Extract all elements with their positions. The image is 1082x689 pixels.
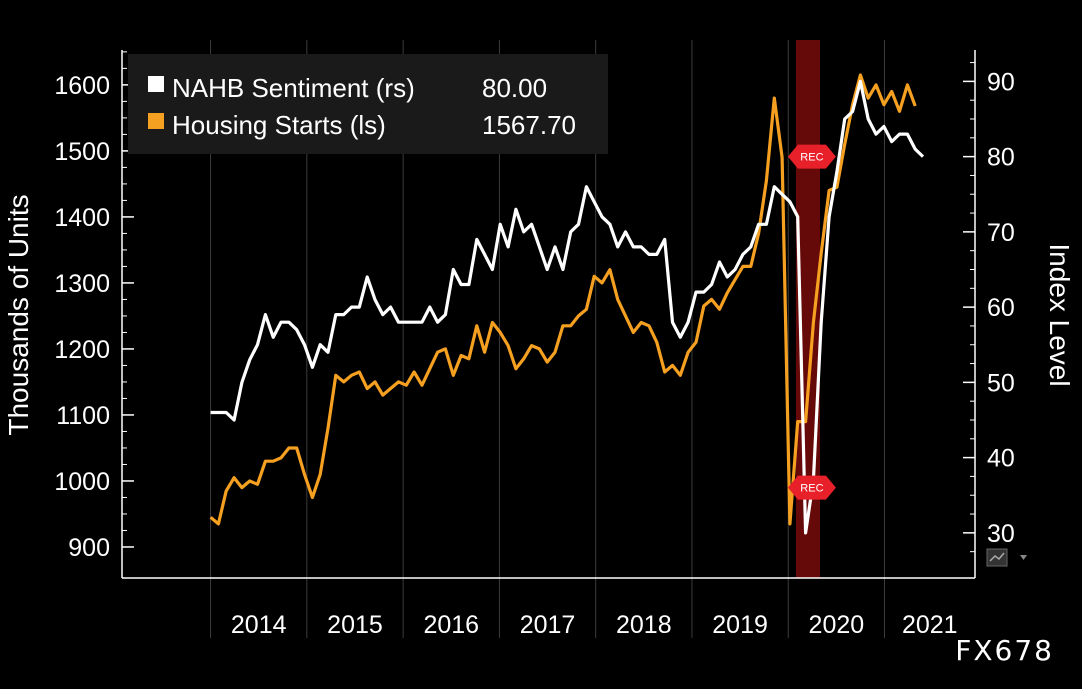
legend-box xyxy=(128,54,608,154)
right-tick-label: 30 xyxy=(987,520,1015,548)
rec-marker-0 xyxy=(787,144,836,169)
x-tick-label: 2018 xyxy=(616,611,672,639)
legend-value-starts: 1567.70 xyxy=(482,110,576,140)
housing-starts-line xyxy=(209,73,917,526)
axes: 900 1000 1100 1200 1300 1400 1500 1600 30 40 50 60 7… xyxy=(54,50,1015,639)
rec-marker-1 xyxy=(787,475,836,500)
x-tick-label: 2014 xyxy=(231,611,287,639)
x-tick-label: 2015 xyxy=(327,611,383,639)
right-tick-label: 50 xyxy=(987,369,1015,397)
right-tick-label: 40 xyxy=(987,445,1015,473)
legend: NAHB Sentiment (rs) 80.00 Housing Starts… xyxy=(128,54,608,154)
x-tick-label: 2020 xyxy=(809,611,865,639)
chart-type-icon[interactable] xyxy=(986,548,1027,567)
left-tick-label: 1000 xyxy=(54,468,110,496)
legend-label-starts: Housing Starts (ls) xyxy=(172,110,386,140)
legend-swatch-nahb xyxy=(148,76,164,92)
left-tick-label: 1400 xyxy=(54,204,110,232)
left-tick-label: 1500 xyxy=(54,138,110,166)
x-tick-label: 2019 xyxy=(712,611,768,639)
right-tick-label: 60 xyxy=(987,294,1015,322)
left-tick-label: 1200 xyxy=(54,336,110,364)
watermark: FX678 xyxy=(955,634,1054,667)
right-axis-title: Index Level xyxy=(1044,243,1075,386)
left-tick-label: 1100 xyxy=(56,402,110,430)
right-tick-label: 80 xyxy=(987,144,1015,172)
legend-value-nahb: 80.00 xyxy=(482,73,547,103)
annotations: REC REC xyxy=(787,144,836,500)
x-tick-label: 2016 xyxy=(423,611,479,639)
rec-label-0: REC xyxy=(800,152,823,164)
right-tick-label: 90 xyxy=(987,68,1015,96)
legend-swatch-starts xyxy=(148,113,164,129)
left-tick-label: 900 xyxy=(68,534,110,562)
right-tick-label: 70 xyxy=(987,219,1015,247)
left-axis-title: Thousands of Units xyxy=(3,194,34,435)
rec-label-1: REC xyxy=(800,483,823,495)
x-tick-label: 2021 xyxy=(902,611,958,639)
left-tick-label: 1600 xyxy=(54,72,110,100)
legend-label-nahb: NAHB Sentiment (rs) xyxy=(172,73,415,103)
x-tick-label: 2017 xyxy=(520,611,576,639)
left-tick-label: 1300 xyxy=(54,270,110,298)
